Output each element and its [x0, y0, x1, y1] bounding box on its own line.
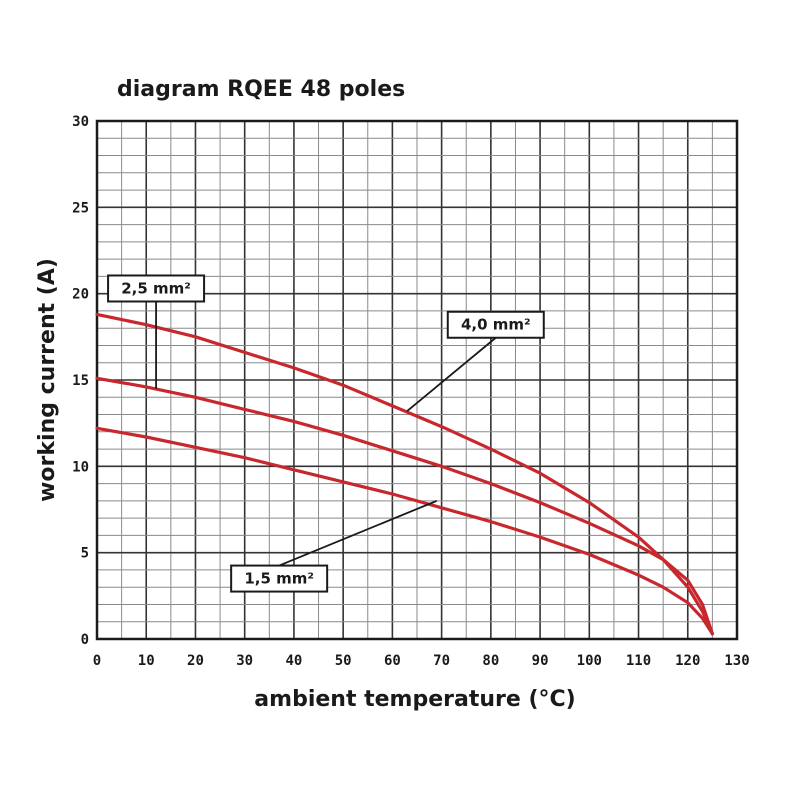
x-tick-labels: 0 10 20 30 40 50 60 70 80 90 100 110 120 130: [93, 653, 750, 669]
callout-box: [446, 310, 545, 339]
chart-title: diagram RQEE 48 poles: [117, 77, 405, 102]
x-tick-label: 40: [285, 653, 302, 669]
x-tick-label: 90: [532, 653, 549, 669]
callout-label: 1,5 mm²: [244, 570, 314, 588]
y-tick-label: 25: [72, 200, 89, 216]
x-tick-label: 100: [577, 653, 602, 669]
series-line: [95, 426, 715, 636]
series-line: [95, 312, 715, 636]
x-tick-label: 110: [626, 653, 651, 669]
x-tick-label: 50: [335, 653, 352, 669]
callout-label: 4,0 mm²: [461, 316, 531, 334]
callout: 2,5 mm²: [107, 274, 206, 389]
callout-box: [230, 564, 329, 593]
callout: 1,5 mm²: [230, 500, 438, 593]
x-tick-label: 130: [724, 653, 749, 669]
x-tick-label: 0: [93, 653, 101, 669]
callouts: 2,5 mm² 4,0 mm² 1,5 mm²: [107, 274, 545, 593]
callout-label: 2,5 mm²: [121, 279, 191, 297]
x-tick-label: 60: [384, 653, 401, 669]
series-line: [95, 376, 715, 636]
callout-leader-line: [406, 337, 497, 412]
x-tick-label: 120: [675, 653, 700, 669]
y-tick-label: 5: [81, 546, 89, 562]
callout-box: [107, 274, 206, 303]
plot-frame: [95, 119, 739, 641]
x-tick-label: 80: [482, 653, 499, 669]
callout: 4,0 mm²: [406, 310, 545, 412]
y-tick-label: 30: [72, 114, 89, 130]
y-tick-label: 0: [81, 632, 89, 648]
y-axis-label: working current (A): [35, 258, 60, 502]
x-tick-label: 70: [433, 653, 450, 669]
x-tick-label: 20: [187, 653, 204, 669]
x-tick-label: 30: [236, 653, 253, 669]
callout-leader-line: [278, 500, 438, 567]
y-tick-label: 10: [72, 459, 89, 475]
x-axis-label: ambient temperature (°C): [254, 687, 575, 712]
grid: [96, 120, 738, 640]
y-tick-label: 15: [72, 373, 89, 389]
x-tick-label: 10: [138, 653, 155, 669]
y-tick-label: 20: [72, 287, 89, 303]
y-tick-labels: 0 5 10 15 20 25 30: [72, 114, 89, 648]
series-lines: [95, 312, 715, 636]
